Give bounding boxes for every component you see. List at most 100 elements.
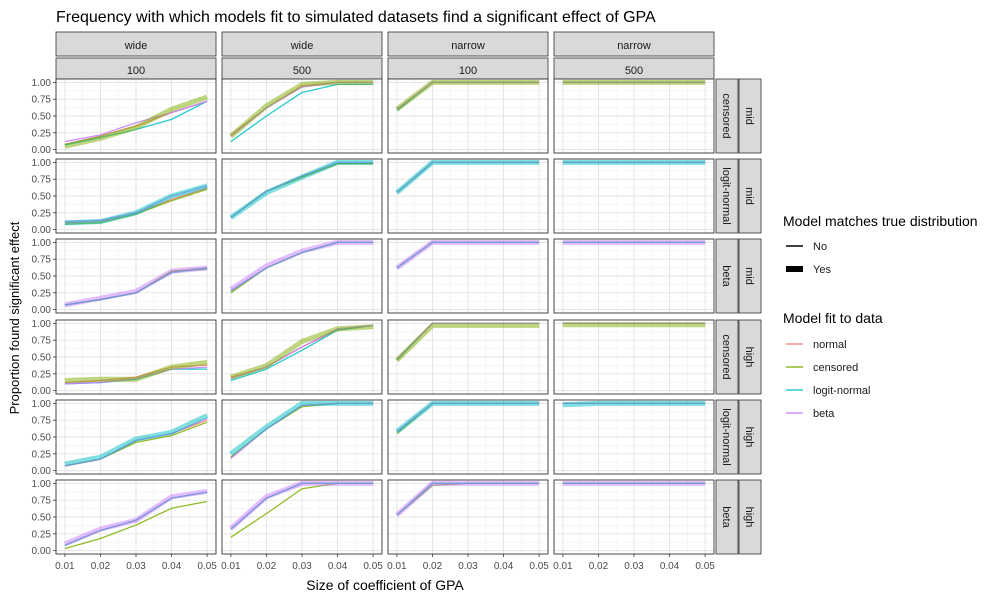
- x-tick-label: 0.05: [363, 561, 383, 572]
- y-tick-label: 0.25: [32, 128, 52, 139]
- panel-border: [221, 319, 383, 395]
- legend-area: Model matches true distribution Model fi…: [783, 213, 978, 420]
- y-tick-label: 0.75: [32, 95, 52, 106]
- column-strip-top: [553, 31, 715, 57]
- column-strip-top-label: narrow: [451, 40, 485, 52]
- y-tick-label: 1.00: [32, 78, 52, 89]
- series-line-censored-matched: [64, 359, 208, 384]
- series-line-beta-matched: [229, 480, 374, 531]
- row-strip-inner-label: beta: [720, 506, 732, 528]
- facet-panel: [55, 399, 217, 475]
- panel-border: [221, 238, 383, 314]
- x-tick-label: 0.03: [126, 561, 146, 572]
- facet-panel: [221, 479, 383, 555]
- x-axis-label: Size of coefficient of GPA: [306, 577, 464, 593]
- facet-panel: [387, 399, 549, 475]
- row-strip-outer: [738, 399, 762, 475]
- column-strip-bottom-label: 500: [625, 65, 643, 77]
- x-tick-label: 0.04: [494, 561, 514, 572]
- x-tick-label: 0.02: [257, 561, 277, 572]
- panel-border: [387, 238, 549, 314]
- x-tick-label: 0.02: [91, 561, 111, 572]
- panel-border: [553, 158, 715, 234]
- facet-grid: wide 100 wide 500 narrow 100 narrow 500 censored…: [32, 31, 762, 572]
- facet-panel: [387, 319, 549, 395]
- series-line-beta: [64, 100, 208, 143]
- column-strip-top-label: wide: [290, 40, 314, 52]
- series-line-logit-normal-matched: [229, 159, 374, 220]
- panel-border: [55, 238, 217, 314]
- panel-border: [55, 158, 217, 234]
- x-tick-label: 0.03: [292, 561, 312, 572]
- x-tick-label: 0.02: [423, 561, 443, 572]
- series-line-censored: [64, 500, 208, 550]
- x-tick-label: 0.01: [387, 561, 407, 572]
- facet-panel: [55, 158, 217, 234]
- row-strip-inner-label: logit-normal: [720, 167, 732, 224]
- row-strip-inner-label: logit-normal: [720, 408, 732, 465]
- panel-border: [387, 399, 549, 475]
- row-strip-outer: [738, 319, 762, 395]
- series-line-censored-matched: [64, 94, 208, 149]
- panel-border: [55, 399, 217, 475]
- row-strip-outer: [738, 78, 762, 154]
- column-strip-top: [221, 31, 383, 57]
- y-tick-label: 0.25: [32, 529, 52, 540]
- x-tick-label: 0.04: [328, 561, 348, 572]
- panel-border: [55, 319, 217, 395]
- y-tick-label: 0.00: [32, 225, 52, 236]
- series-line-censored-matched: [230, 324, 374, 380]
- series-line-censored-matched: [395, 322, 540, 363]
- row-strip-outer-label: high: [743, 507, 755, 528]
- facet-panel: [553, 479, 715, 555]
- x-tick-label: 0.01: [55, 561, 75, 572]
- size-legend-title: Model matches true distribution: [783, 213, 978, 229]
- y-tick-label: 0.75: [32, 496, 52, 507]
- y-tick-label: 1.00: [32, 479, 52, 490]
- size-legend-label: No: [813, 241, 827, 253]
- row-strip-outer-label: mid: [743, 107, 755, 125]
- x-tick-label: 0.01: [553, 561, 573, 572]
- row-strip-outer-label: mid: [743, 187, 755, 205]
- y-tick-label: 0.00: [32, 386, 52, 397]
- y-tick-label: 0.50: [32, 353, 52, 364]
- row-strip-inner: [715, 78, 739, 154]
- series-line-logit-normal-matched: [395, 400, 540, 434]
- column-strip-top-label: narrow: [617, 40, 651, 52]
- facet-panel: [553, 78, 715, 154]
- panel-border: [553, 399, 715, 475]
- column-strip-bottom-label: 500: [293, 65, 311, 77]
- y-tick-label: 0.50: [32, 272, 52, 283]
- chart-title: Frequency with which models fit to simul…: [56, 9, 656, 26]
- x-tick-label: 0.05: [695, 561, 715, 572]
- row-strip-outer-label: high: [743, 347, 755, 368]
- facet-panel: [553, 319, 715, 395]
- y-tick-label: 0.75: [32, 336, 52, 347]
- y-tick-label: 0.50: [32, 192, 52, 203]
- column-strip-bottom-label: 100: [127, 65, 145, 77]
- y-tick-label: 0.25: [32, 369, 52, 380]
- color-legend-label: beta: [813, 408, 835, 420]
- facet-panel: [55, 319, 217, 395]
- y-tick-label: 0.75: [32, 175, 52, 186]
- x-tick-label: 0.03: [624, 561, 644, 572]
- panel-border: [553, 78, 715, 154]
- facet-panel: [55, 479, 217, 555]
- x-tick-label: 0.01: [221, 561, 241, 572]
- panel-border: [387, 158, 549, 234]
- y-tick-label: 0.00: [32, 305, 52, 316]
- x-tick-label: 0.04: [162, 561, 182, 572]
- panel-border: [221, 158, 383, 234]
- facet-panel: [221, 399, 383, 475]
- panel-border: [553, 238, 715, 314]
- panel-border: [387, 319, 549, 395]
- size-legend-label: Yes: [813, 264, 831, 276]
- series-line-logit-normal-matched: [562, 400, 706, 408]
- panel-border: [221, 78, 383, 154]
- series-line-censored-matched: [395, 79, 540, 112]
- panel-border: [387, 78, 549, 154]
- color-legend-title: Model fit to data: [783, 310, 883, 326]
- facet-panel: [387, 238, 549, 314]
- panel-border: [55, 78, 217, 154]
